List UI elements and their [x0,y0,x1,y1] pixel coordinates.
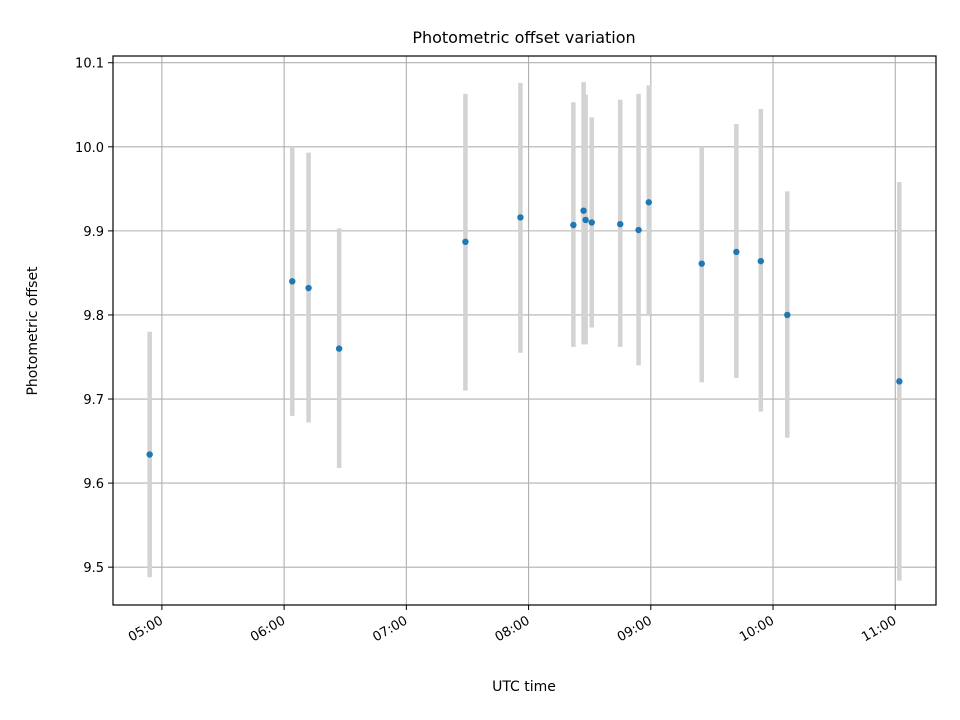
y-axis-ticks: 9.5 9.6 9.7 9.8 9.9 10.0 10.1 [75,57,113,576]
data-point [757,257,765,265]
chart-title: Photometric offset variation [412,28,635,47]
data-point [896,378,903,385]
data-point [645,199,652,206]
x-axis-title: UTC time [492,679,556,695]
data-point [617,220,624,228]
marker-layer [146,199,903,458]
data-point [582,216,589,224]
data-point [289,278,296,285]
y-tick-label: 9.5 [83,561,104,576]
plot-frame [112,55,937,606]
data-point [635,226,642,234]
data-point [733,248,740,256]
grid-layer [113,56,936,605]
y-tick-label: 9.9 [83,225,104,240]
data-point [335,345,343,352]
y-axis-title: Photometric offset [25,266,41,396]
data-point [462,238,469,246]
y-tick-label: 10.0 [75,141,104,156]
data-point [580,207,587,214]
data-point [588,219,595,226]
data-point [305,284,312,292]
data-point [784,311,791,319]
y-tick-label: 9.7 [83,393,104,408]
data-point [698,260,705,267]
data-point [570,221,577,229]
data-point [517,214,524,221]
data-point [146,451,153,458]
y-tick-label: 10.1 [75,57,104,72]
y-tick-label: 9.6 [83,477,104,492]
y-tick-label: 9.8 [83,309,104,324]
